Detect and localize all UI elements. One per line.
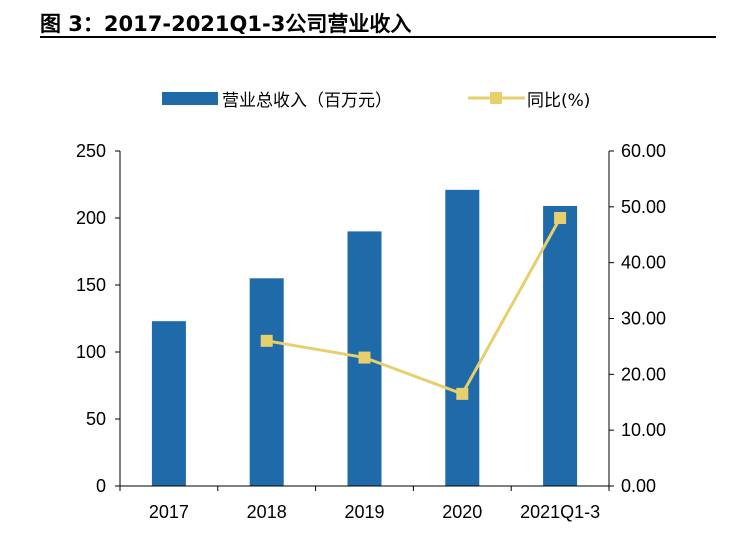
right-tick-label: 10.00 [621,420,666,440]
right-tick-label: 40.00 [621,253,666,273]
yoy-marker-2019 [358,351,371,364]
legend-swatch-bar [162,92,218,105]
right-tick-label: 20.00 [621,364,666,384]
bar-2018 [249,278,284,486]
bar-2017 [151,321,186,486]
right-axis-ticks: 0.00 10.00 20.00 30.00 40.00 50.00 60.00 [609,141,666,496]
yoy-line [266,217,562,396]
bar-2020 [445,189,480,487]
yoy-marker-2018 [260,334,273,347]
left-axis-ticks: 0 50 100 150 200 250 [76,141,120,496]
figure-header: 图 3：2017-2021Q1-3公司营业收入 [40,4,716,38]
left-tick-label: 200 [76,208,106,228]
bar-2021Q1-3 [543,205,578,486]
left-tick-label: 50 [86,409,106,429]
bar-series [151,189,578,487]
left-tick-label: 100 [76,342,106,362]
right-tick-label: 60.00 [621,141,666,161]
legend-label-bar: 营业总收入（百万元） [222,91,392,111]
figure-title: 图 3：2017-2021Q1-3公司营业收入 [40,12,412,36]
x-tick-label: 2018 [247,502,287,522]
x-axis-ticks: 2017 2018 2019 2020 2021Q1-3 [119,486,610,522]
left-tick-label: 0 [96,476,106,496]
yoy-marker-2020 [456,387,469,400]
x-tick-label: 2019 [344,502,384,522]
right-tick-label: 30.00 [621,309,666,329]
line-series [260,212,567,400]
left-tick-label: 250 [76,141,106,161]
x-tick-label: 2020 [442,502,482,522]
title-rule [40,36,716,38]
right-tick-label: 0.00 [621,476,656,496]
yoy-marker-2021Q1-3 [554,212,567,224]
left-tick-label: 150 [76,275,106,295]
right-tick-label: 50.00 [621,197,666,217]
legend-swatch-marker [490,92,502,104]
legend-label-line: 同比(%) [527,91,590,111]
legend: 营业总收入（百万元） 同比(%) [162,91,590,111]
x-tick-label: 2017 [149,502,189,522]
x-tick-label: 2021Q1-3 [520,502,600,522]
